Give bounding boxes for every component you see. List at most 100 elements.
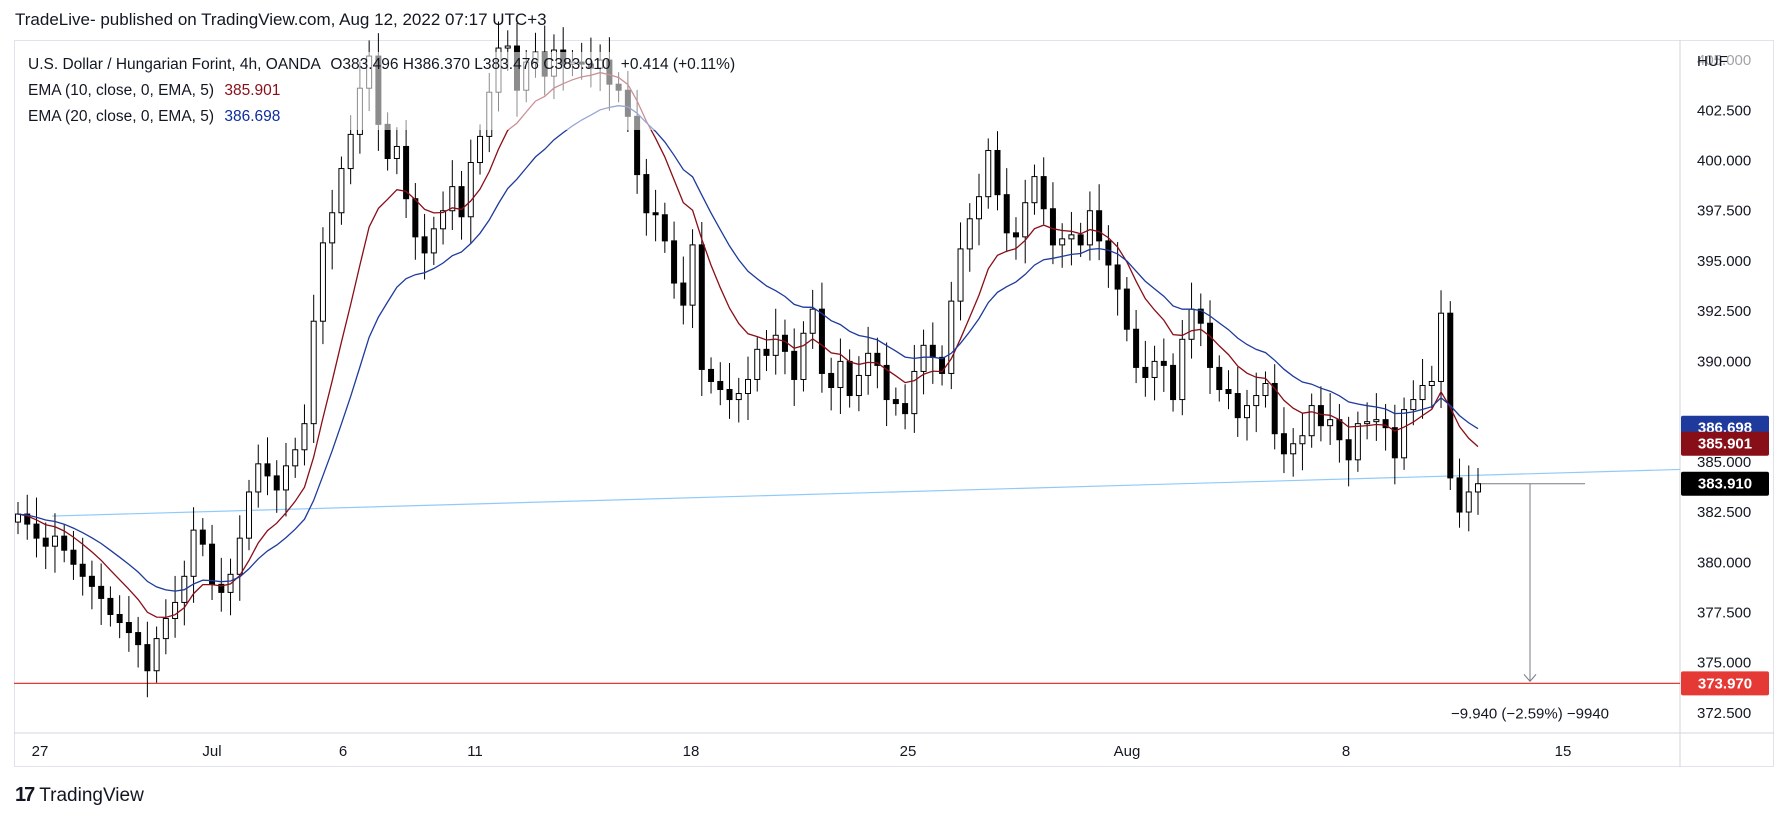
candle-body — [1364, 421, 1371, 425]
candle-body — [255, 463, 262, 493]
candle-body — [772, 334, 779, 356]
candle-body — [837, 360, 844, 389]
ema-layer — [17, 71, 1479, 619]
candle-body — [994, 149, 1001, 196]
ema10-row[interactable]: EMA (10, close, 0, EMA, 5) 385.901 — [28, 78, 735, 104]
candle-body — [874, 352, 881, 366]
candle-body — [190, 529, 197, 577]
candle-body — [1151, 360, 1158, 378]
candle-body — [735, 393, 742, 401]
candle-body — [1447, 312, 1454, 479]
candle-body — [1308, 405, 1315, 437]
candle-body — [172, 601, 179, 620]
candle-body — [236, 537, 243, 575]
candle-body — [393, 145, 400, 160]
price-tick-label: 372.500 — [1697, 705, 1751, 722]
candle-body — [1179, 338, 1186, 401]
candle-body — [689, 244, 696, 306]
ema20-row[interactable]: EMA (20, close, 0, EMA, 5) 386.698 — [28, 104, 735, 130]
target-price-tag — [1681, 671, 1769, 696]
candle-body — [1207, 322, 1214, 368]
candle-body — [1373, 419, 1380, 423]
tradingview-brand: TradingView — [39, 784, 144, 806]
candle-body — [985, 149, 992, 198]
candle-body — [125, 622, 132, 634]
candle-body — [421, 236, 428, 254]
publish-info: TradeLive- published on TradingView.com,… — [15, 10, 547, 29]
candle-body — [199, 529, 206, 545]
candle-body — [1280, 433, 1287, 455]
candle-body — [800, 332, 807, 380]
tradingview-logo-icon: 17 — [15, 784, 35, 806]
candle-body — [310, 320, 317, 425]
candle-body — [846, 360, 853, 397]
candle-body — [745, 378, 751, 395]
candle-body — [1354, 423, 1361, 461]
symbol-name[interactable]: U.S. Dollar / Hungarian Forint, 4h, OAND… — [28, 56, 321, 73]
candle-body — [1327, 419, 1334, 427]
candle-body — [1012, 232, 1019, 238]
candle-body — [1465, 491, 1472, 513]
candle-body — [42, 537, 49, 547]
candle-body — [1068, 234, 1075, 240]
candle-body — [246, 491, 253, 539]
candle-body — [15, 513, 21, 523]
candle-body — [449, 186, 456, 212]
candle-body — [643, 174, 650, 214]
candle-body — [883, 364, 890, 401]
candle-body — [107, 597, 114, 615]
candle-body — [1216, 366, 1223, 391]
candle-body — [33, 523, 40, 539]
price-tick-label: 402.500 — [1697, 102, 1751, 119]
candle-body — [1345, 439, 1352, 461]
candle-body — [1197, 308, 1204, 324]
candle-body — [1170, 364, 1177, 401]
candle-body — [135, 632, 142, 646]
measure-label: −9.940 (−2.59%) −9940 — [1451, 705, 1609, 722]
candle-body — [717, 380, 724, 391]
candle-body — [680, 282, 687, 306]
candle-body — [301, 423, 308, 451]
ema10-line — [17, 71, 1479, 619]
candle-body — [1410, 399, 1417, 411]
time-tick-label: 18 — [683, 743, 700, 760]
candle-body — [726, 389, 733, 401]
candle-body — [116, 613, 123, 624]
candle-body — [347, 133, 354, 170]
candle-body — [504, 45, 511, 49]
candle-body — [338, 168, 345, 214]
ema10-label: EMA (10, close, 0, EMA, 5) — [28, 82, 215, 99]
chart-frame — [14, 40, 1774, 767]
candle-body — [292, 449, 299, 467]
candle-body — [929, 344, 936, 358]
candle-body — [477, 135, 484, 164]
candle-body — [430, 228, 437, 254]
candle-body — [1188, 308, 1195, 340]
candle-body — [412, 198, 419, 238]
candle-body — [144, 644, 151, 672]
candle-body — [976, 196, 983, 220]
price-tick-label: 375.000 — [1697, 655, 1751, 672]
candle-body — [865, 352, 872, 376]
candle-body — [661, 214, 668, 242]
candle-body — [79, 563, 86, 577]
tradingview-footer[interactable]: 17 TradingView — [15, 784, 144, 807]
candle-body — [1456, 477, 1463, 513]
time-tick-label: Aug — [1114, 743, 1141, 760]
candle-body — [1086, 210, 1093, 246]
candle-body — [818, 308, 825, 374]
last-price-tag — [1681, 471, 1769, 496]
candle-body — [1428, 380, 1435, 386]
ema10-price-tag — [1681, 431, 1769, 456]
candle-body — [671, 240, 678, 284]
price-tick-label: 397.500 — [1697, 203, 1751, 220]
candle-body — [162, 618, 169, 640]
price-tick-label: 377.500 — [1697, 604, 1751, 621]
price-tick-label: 390.000 — [1697, 353, 1751, 370]
candle-body — [763, 348, 770, 356]
candle-body — [1160, 360, 1167, 366]
measure-arrow-icon — [1523, 674, 1537, 683]
last-price-tag-text: 383.910 — [1698, 476, 1752, 493]
candle-body — [273, 475, 280, 491]
